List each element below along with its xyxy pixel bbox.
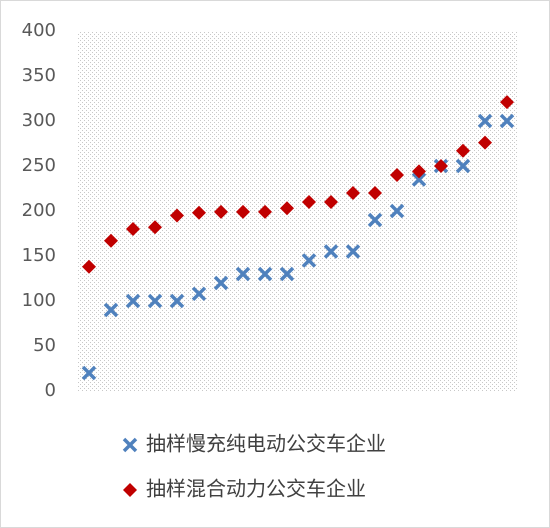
diamond-marker bbox=[500, 95, 514, 110]
x-marker bbox=[122, 437, 138, 453]
y-tick-label: 400 bbox=[22, 20, 56, 41]
y-tick-label: 0 bbox=[45, 380, 56, 401]
diamond-marker bbox=[302, 195, 316, 209]
plot-area bbox=[78, 31, 518, 391]
x-marker bbox=[81, 365, 97, 381]
diamond-marker bbox=[258, 204, 272, 219]
diamond-marker bbox=[82, 259, 96, 274]
diamond-marker bbox=[456, 143, 470, 158]
x-marker bbox=[345, 244, 361, 259]
x-marker bbox=[411, 172, 427, 187]
x-marker bbox=[301, 253, 317, 268]
diamond-marker bbox=[214, 204, 228, 219]
diamond-marker bbox=[412, 164, 426, 179]
y-tick-label: 300 bbox=[22, 110, 56, 131]
diamond-marker bbox=[148, 220, 162, 235]
diamond-marker bbox=[346, 186, 360, 200]
diamond-marker bbox=[192, 205, 206, 220]
diamond-marker bbox=[104, 233, 118, 248]
diamond-marker bbox=[280, 201, 294, 216]
y-tick-label: 250 bbox=[22, 155, 56, 176]
x-marker bbox=[257, 266, 273, 282]
y-tick-label: 100 bbox=[22, 290, 56, 311]
x-marker bbox=[235, 266, 251, 282]
diamond-marker bbox=[390, 168, 404, 182]
diamond-marker bbox=[324, 195, 338, 209]
x-marker bbox=[477, 113, 493, 129]
x-marker bbox=[147, 293, 163, 309]
diamond-marker bbox=[434, 159, 448, 173]
x-marker bbox=[103, 302, 119, 318]
x-marker bbox=[169, 293, 185, 309]
x-marker bbox=[213, 275, 229, 291]
x-marker bbox=[455, 158, 471, 174]
x-marker bbox=[125, 293, 141, 309]
x-marker bbox=[323, 244, 339, 259]
x-marker bbox=[389, 203, 405, 219]
diamond-marker bbox=[126, 222, 140, 236]
y-tick-label: 50 bbox=[33, 335, 56, 356]
legend-label: 抽样混合动力公交车企业 bbox=[146, 477, 366, 501]
diamond-marker bbox=[478, 135, 492, 150]
legend-label: 抽样慢充纯电动公交车企业 bbox=[146, 432, 386, 456]
diamond-marker bbox=[236, 204, 250, 219]
x-marker bbox=[499, 113, 515, 129]
diamond-marker bbox=[368, 186, 382, 200]
y-tick-label: 350 bbox=[22, 65, 56, 86]
diamond-marker bbox=[123, 483, 137, 497]
x-marker bbox=[191, 286, 207, 302]
diamond-marker bbox=[170, 208, 184, 223]
y-tick-label: 200 bbox=[22, 200, 56, 221]
x-marker bbox=[279, 266, 295, 282]
y-tick-label: 150 bbox=[22, 245, 56, 266]
x-marker bbox=[367, 212, 383, 228]
